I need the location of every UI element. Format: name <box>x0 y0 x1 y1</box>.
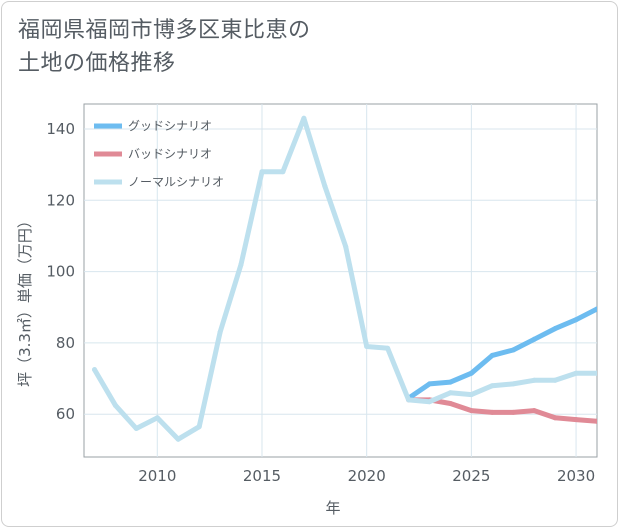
series-group <box>92 115 597 442</box>
y-tick-label: 120 <box>46 191 75 209</box>
chart-title-line-1: 福岡県福岡市博多区東比恵の <box>18 18 311 43</box>
data-point <box>552 415 558 421</box>
data-point <box>447 401 453 406</box>
data-point <box>594 306 597 312</box>
data-point <box>133 426 139 431</box>
data-point <box>573 370 579 376</box>
data-point <box>489 409 495 415</box>
legend-label: ノーマルシナリオ <box>128 175 224 189</box>
y-axis-title: 坪（3.3㎡）単価（万円） <box>16 213 34 387</box>
data-point <box>322 183 328 189</box>
data-point <box>259 169 265 175</box>
x-tick-label: 2020 <box>348 467 386 485</box>
data-point <box>385 345 391 351</box>
data-point <box>594 418 597 424</box>
chart-title-line-2: 土地の価格推移 <box>18 51 176 76</box>
legend-label: グッドシナリオ <box>128 119 212 133</box>
data-point <box>510 347 516 353</box>
data-point <box>447 390 453 396</box>
data-point <box>175 436 181 442</box>
data-point <box>364 344 370 349</box>
data-point <box>154 415 160 421</box>
data-point <box>531 408 537 414</box>
data-point <box>573 317 579 323</box>
data-point <box>531 377 537 383</box>
y-tick-label: 60 <box>56 405 75 423</box>
series-line-2 <box>406 397 597 424</box>
data-point <box>238 262 244 267</box>
series-line-1 <box>406 306 597 401</box>
data-point <box>427 381 432 387</box>
data-point <box>468 370 474 376</box>
data-point <box>468 408 474 414</box>
x-tick-label: 2025 <box>452 467 490 485</box>
data-point <box>573 417 579 423</box>
y-tick-label: 100 <box>46 263 75 281</box>
data-point <box>552 377 558 383</box>
legend-label: バッドシナリオ <box>128 147 212 161</box>
data-point <box>427 399 432 405</box>
data-point <box>594 370 597 376</box>
data-point <box>510 409 516 415</box>
data-point <box>531 336 537 342</box>
data-point <box>343 244 349 250</box>
data-point <box>447 379 453 385</box>
data-point <box>217 329 223 335</box>
x-axis-title: 年 <box>325 499 340 517</box>
data-point <box>510 381 516 387</box>
grid-lines <box>84 104 597 457</box>
y-tick-label: 80 <box>56 334 75 352</box>
x-tick-label: 2030 <box>557 467 595 485</box>
data-point <box>468 392 474 398</box>
y-tick-label: 140 <box>46 120 75 138</box>
data-point <box>406 397 412 403</box>
plot-area <box>83 103 598 458</box>
data-point <box>92 367 97 373</box>
data-point <box>112 402 118 408</box>
data-point <box>552 326 558 332</box>
chart-title: 福岡県福岡市博多区東比恵の 土地の価格推移 <box>18 14 311 80</box>
x-tick-label: 2015 <box>243 467 281 485</box>
x-tick-label: 2010 <box>138 467 176 485</box>
data-point <box>301 115 307 121</box>
data-point <box>489 352 495 358</box>
series-layer <box>92 115 597 442</box>
tick-labels: 2010 2015 2020 2025 2030 60 80 100 120 140 <box>46 120 595 485</box>
data-point <box>280 169 286 175</box>
data-point <box>489 383 495 389</box>
data-point <box>196 424 202 430</box>
